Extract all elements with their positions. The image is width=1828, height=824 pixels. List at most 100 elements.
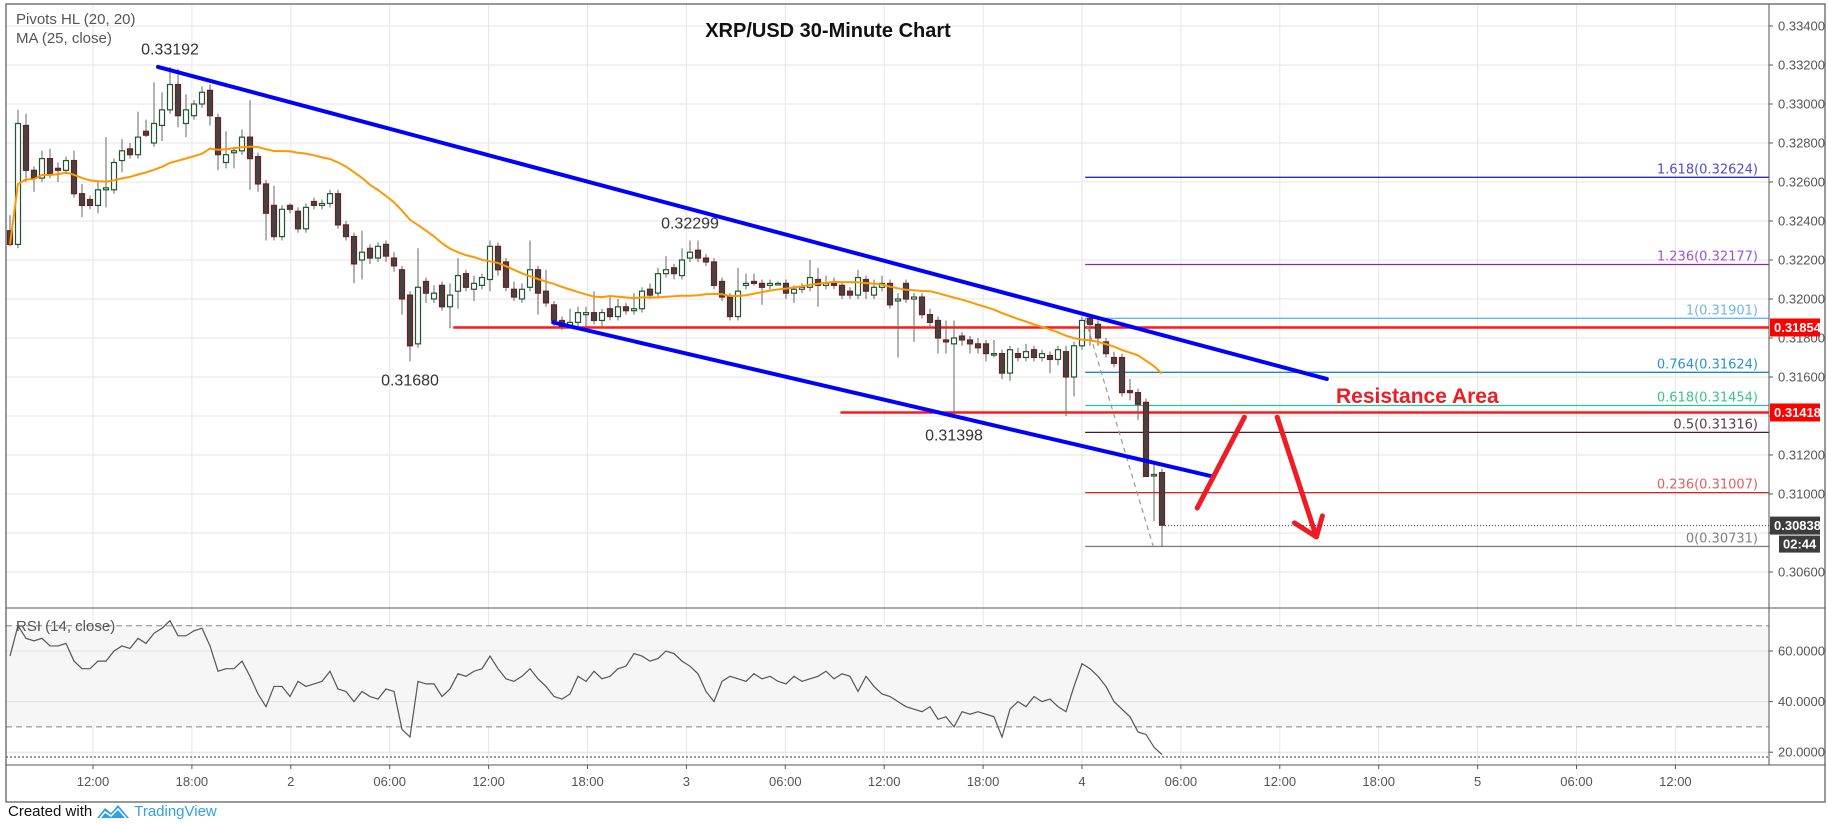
candle-body — [1062, 351, 1070, 378]
bearish-candle — [462, 269, 470, 292]
bearish-candle — [174, 68, 182, 128]
footer: Created with TradingView — [8, 802, 217, 820]
bullish-candle — [190, 100, 198, 120]
candle-body — [470, 282, 478, 290]
candle-body — [486, 245, 494, 281]
legend-ma[interactable]: MA (25, close) — [16, 30, 112, 47]
bullish-candle — [518, 283, 526, 303]
tradingview-link[interactable]: TradingView — [134, 802, 217, 820]
bearish-candle — [974, 338, 982, 354]
bullish-candle — [1022, 343, 1030, 362]
price-level-badge-label: 0.31854 — [1774, 320, 1822, 335]
candle-body — [1110, 356, 1118, 364]
candle-body — [310, 200, 318, 207]
candle-body — [1126, 390, 1134, 394]
price-label: 0.32400 — [1778, 214, 1825, 229]
candle-body — [886, 282, 894, 306]
bearish-candle — [422, 277, 430, 303]
bullish-candle — [950, 320, 958, 416]
bearish-candle — [366, 244, 374, 264]
bar-countdown-label: 02:44 — [1783, 537, 1817, 552]
horizontal-levels — [453, 326, 1769, 414]
candle-body — [1006, 349, 1014, 374]
candle-body — [366, 247, 374, 259]
bullish-candle — [614, 299, 622, 321]
candle-body — [806, 276, 814, 288]
candle-body — [606, 308, 614, 318]
bullish-candle — [166, 66, 174, 114]
candle-body — [598, 312, 606, 322]
bullish-candle — [238, 129, 246, 155]
fib-level-label: 0.236(0.31007) — [1657, 478, 1758, 493]
bearish-candle — [86, 195, 94, 210]
bearish-candle — [206, 84, 214, 126]
candle-body — [22, 124, 30, 171]
legend-pivots[interactable]: Pivots HL (20, 20) — [16, 11, 136, 28]
bearish-candle — [702, 254, 710, 266]
bearish-candle — [398, 265, 406, 315]
candle-body — [1158, 471, 1166, 526]
arrowhead-icon — [1291, 513, 1325, 540]
fib-level-label: 1.236(0.32177) — [1657, 249, 1758, 264]
bearish-candle — [926, 308, 934, 327]
bearish-candle — [502, 258, 510, 292]
candle-body — [494, 245, 502, 271]
candle-body — [734, 290, 742, 318]
trendlines[interactable] — [156, 64, 1329, 479]
candle-body — [110, 161, 118, 191]
bullish-candle — [638, 287, 646, 313]
pivot-label: 0.31398 — [925, 427, 983, 444]
bullish-candle — [894, 293, 902, 358]
time-label: 12:00 — [1264, 774, 1297, 789]
fib-level-label: 1(0.31901) — [1686, 303, 1758, 318]
bearish-candle — [1102, 338, 1110, 358]
candle-body — [318, 202, 326, 206]
bullish-candle — [158, 92, 166, 142]
price-label: 0.30600 — [1778, 565, 1825, 580]
fib-trend-line — [1084, 318, 1154, 547]
bearish-candle — [310, 197, 318, 210]
candle-body — [286, 204, 294, 210]
candle-body — [510, 288, 518, 298]
rsi-legend[interactable]: RSI (14, close) — [16, 618, 115, 635]
bullish-candle — [574, 306, 582, 327]
bearish-candle — [534, 265, 542, 315]
price-label: 0.32000 — [1778, 292, 1825, 307]
bearish-candle — [294, 207, 302, 233]
candle-body — [766, 282, 774, 286]
bearish-candle — [246, 100, 254, 190]
chart-title: XRP/USD 30-Minute Chart — [705, 20, 951, 42]
price-label: 0.31000 — [1778, 487, 1825, 502]
candle-body — [630, 308, 638, 312]
candle-body — [830, 282, 838, 286]
candle-body — [438, 284, 446, 308]
bullish-candle — [990, 339, 998, 358]
bearish-candle — [1030, 345, 1038, 362]
candle-body — [390, 257, 398, 267]
candle-body — [142, 130, 150, 136]
rsi-axis-label: 60.0000 — [1778, 644, 1825, 659]
candle-body — [118, 150, 126, 162]
rsi-pane — [6, 619, 1769, 758]
bearish-candle — [814, 267, 822, 307]
bullish-candle — [134, 111, 142, 159]
candle-body — [278, 208, 286, 238]
candle-body — [534, 269, 542, 294]
bearish-candle — [214, 113, 222, 171]
bearish-candle — [670, 263, 678, 280]
candle-body — [222, 154, 230, 164]
bearish-candle — [78, 183, 86, 218]
bearish-candle — [142, 119, 150, 138]
fibonacci-retracement[interactable]: 1.618(0.32624) 1.236(0.32177) 1(0.31901) 0.… — [1084, 162, 1769, 548]
fib-level-label: 0.618(0.31454) — [1657, 390, 1758, 405]
bearish-candle — [846, 287, 854, 299]
candle-body — [334, 193, 342, 226]
pivot-label: 0.33192 — [141, 42, 199, 59]
bullish-candle — [678, 248, 686, 280]
bearish-candle — [726, 293, 734, 321]
candle-body — [190, 103, 198, 117]
candle-body — [1150, 473, 1158, 477]
tradingview-logo-icon[interactable] — [96, 802, 130, 820]
bearish-candle — [718, 277, 726, 301]
